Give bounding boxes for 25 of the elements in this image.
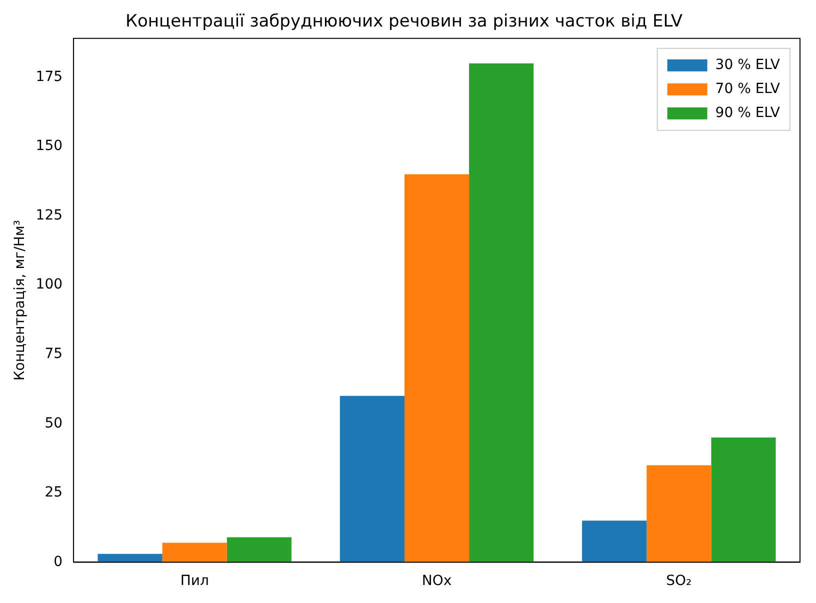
x-tick-label: SO₂	[666, 573, 692, 590]
bar	[226, 537, 292, 562]
y-tick-label: 100	[36, 276, 63, 293]
y-tick-label: 150	[36, 138, 63, 154]
y-tick-label: 50	[44, 415, 63, 432]
bar	[340, 396, 404, 562]
y-tick-label: 125	[36, 207, 63, 224]
legend-label: 70 % ELV	[715, 81, 780, 98]
y-tick-label: 75	[44, 346, 63, 362]
bar	[582, 520, 647, 562]
bar	[162, 542, 227, 562]
bar	[469, 63, 534, 562]
x-tick-label: Пил	[180, 573, 209, 590]
y-axis-title: Концентрація, мг/Нм³	[12, 220, 28, 381]
bar	[404, 174, 470, 562]
legend-label: 30 % ELV	[715, 57, 780, 74]
bar	[98, 554, 162, 562]
bar	[711, 437, 776, 562]
y-tick-label: 0	[54, 554, 63, 570]
x-tick-label: NOx	[422, 573, 452, 590]
y-tick-label: 25	[44, 484, 63, 501]
bar	[646, 465, 712, 562]
chart-title: Концентрації забруднюючих речовин за різних часток від ELV	[125, 12, 683, 32]
legend-label: 90 % ELV	[715, 105, 780, 122]
y-tick-label: 175	[36, 68, 63, 85]
